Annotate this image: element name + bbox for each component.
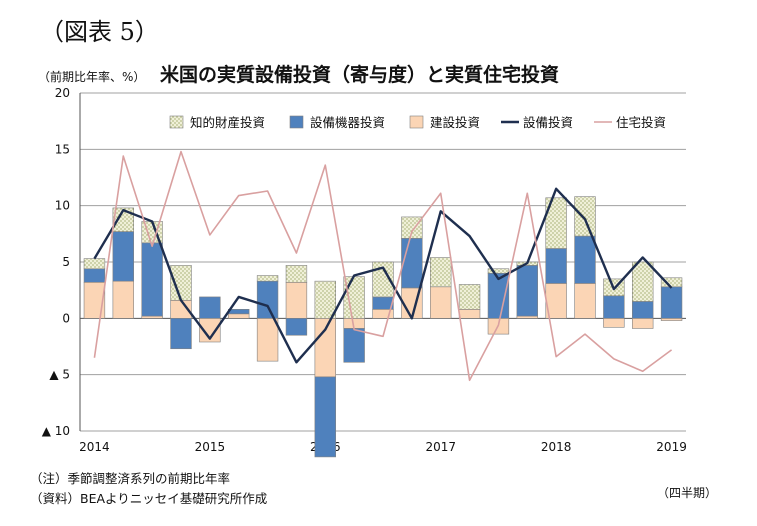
series-line-residential bbox=[93, 150, 673, 382]
x-tick-label: 2019 bbox=[656, 440, 687, 454]
bar-structures bbox=[285, 281, 308, 319]
bar-equipment bbox=[603, 295, 625, 319]
bar-equipment bbox=[199, 296, 221, 319]
bar-equipment bbox=[83, 268, 106, 283]
bar-equipment bbox=[314, 376, 336, 458]
bar-equipment bbox=[545, 248, 567, 284]
bar-ip bbox=[632, 261, 654, 302]
chart-title: 米国の実質設備投資（寄与度）と実質住宅投資 bbox=[160, 64, 560, 86]
bar-equipment bbox=[170, 318, 192, 350]
bar-structures bbox=[660, 318, 683, 321]
bar-structures bbox=[516, 315, 538, 319]
bar-equipment bbox=[285, 318, 308, 336]
y-tick-label: ▲ 5 bbox=[49, 368, 70, 382]
bar-ip bbox=[285, 265, 308, 283]
bar-ip bbox=[401, 216, 423, 239]
bar-equipment bbox=[401, 238, 423, 289]
legend-label-total: 設備投資 bbox=[523, 115, 573, 130]
legend-swatch-structures bbox=[409, 115, 424, 129]
bar-ip bbox=[574, 196, 596, 237]
bar-equipment bbox=[516, 265, 538, 317]
bar-equipment bbox=[228, 309, 250, 315]
bar-structures bbox=[632, 318, 654, 329]
bar-equipment bbox=[660, 286, 683, 319]
bar-equipment bbox=[632, 301, 654, 319]
y-tick-label: 20 bbox=[55, 86, 70, 100]
bar-equipment bbox=[343, 328, 365, 363]
bar-ip bbox=[458, 284, 481, 310]
legend-swatch-ip bbox=[169, 115, 184, 129]
bar-ip bbox=[256, 275, 279, 282]
bar-structures bbox=[458, 309, 481, 319]
bar-structures bbox=[112, 280, 134, 319]
legend-label-structures: 建設投資 bbox=[430, 115, 480, 130]
y-tick-label: 15 bbox=[55, 142, 70, 156]
bar-ip bbox=[343, 276, 365, 319]
legend-label-ip: 知的財産投資 bbox=[190, 115, 265, 130]
bar-structures bbox=[603, 318, 625, 328]
bar-ip bbox=[487, 268, 510, 274]
y-tick-label: 5 bbox=[62, 255, 70, 269]
bar-ip bbox=[314, 280, 336, 319]
legend-swatch-equipment bbox=[289, 115, 304, 129]
note-source: （資料）BEAよりニッセイ基礎研究所作成 bbox=[30, 491, 268, 506]
note-seasonal: （注）季節調整済系列の前期比年率 bbox=[30, 471, 231, 486]
legend-label-equipment: 設備機器投資 bbox=[310, 115, 385, 130]
y-axis-unit-label: （前期比年率、%） bbox=[38, 70, 146, 84]
y-tick-label: ▲ 10 bbox=[42, 424, 70, 438]
figure-label: （図表 5） bbox=[40, 18, 159, 46]
x-tick-label: 2018 bbox=[541, 440, 572, 454]
x-tick-label: 2017 bbox=[425, 440, 456, 454]
bar-equipment bbox=[112, 231, 134, 282]
y-tick-label: 10 bbox=[55, 199, 70, 213]
bar-structures bbox=[83, 281, 106, 319]
bar-structures bbox=[430, 286, 452, 319]
period-label: （四半期） bbox=[656, 486, 717, 500]
x-tick-label: 2014 bbox=[79, 440, 110, 454]
bar-ip bbox=[83, 258, 106, 270]
bar-ip bbox=[430, 257, 452, 288]
x-tick-label: 2015 bbox=[195, 440, 226, 454]
bar-structures bbox=[228, 313, 250, 319]
bar-structures bbox=[574, 283, 596, 319]
bar-equipment bbox=[141, 242, 163, 317]
bar-equipment bbox=[256, 280, 279, 319]
y-tick-label: 0 bbox=[62, 311, 70, 325]
bar-structures bbox=[256, 318, 279, 362]
bar-ip bbox=[545, 197, 567, 249]
legend-label-residential: 住宅投資 bbox=[616, 115, 666, 130]
bar-structures bbox=[141, 315, 163, 319]
bar-ip bbox=[372, 261, 394, 298]
series-line-total bbox=[93, 187, 673, 364]
bar-ip bbox=[112, 207, 134, 232]
bar-equipment bbox=[574, 235, 596, 284]
